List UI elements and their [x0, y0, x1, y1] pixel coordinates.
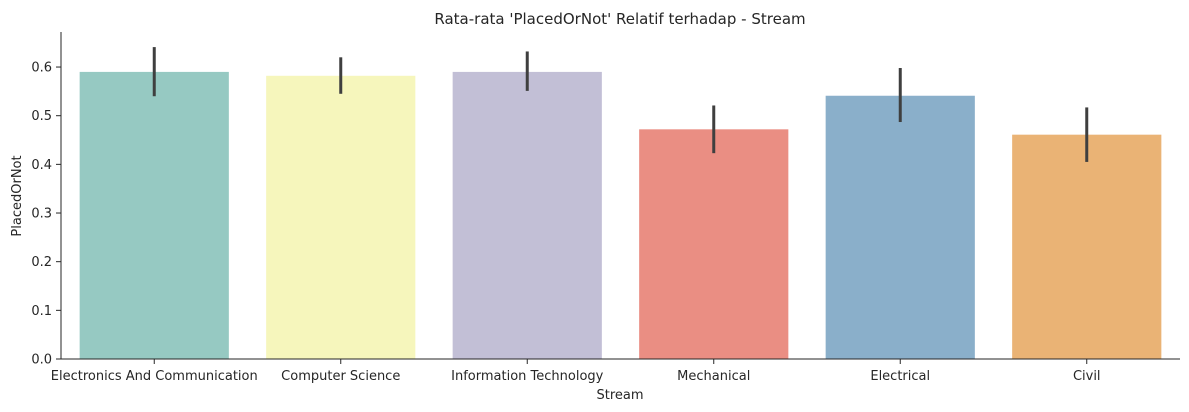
- x-axis-label: Stream: [596, 388, 643, 403]
- y-tick-label-0: 0.0: [31, 353, 52, 368]
- bar-4: [825, 95, 975, 359]
- y-tick-label-2: 0.2: [31, 255, 52, 270]
- y-axis-label: PlacedOrNot: [10, 155, 25, 236]
- error-bars-group: [152, 47, 1089, 162]
- y-tick-label-3: 0.3: [31, 207, 52, 222]
- bar-3: [639, 129, 789, 359]
- y-tick-label-4: 0.4: [31, 158, 52, 173]
- x-tick-label-5: Civil: [1073, 369, 1101, 384]
- x-tick-label-1: Computer Science: [281, 369, 400, 384]
- x-tick-label-0: Electronics And Communication: [51, 369, 258, 384]
- y-tick-label-6: 0.6: [31, 61, 52, 76]
- y-tick-label-5: 0.5: [31, 109, 52, 124]
- bar-2: [452, 71, 602, 359]
- bar-0: [79, 71, 229, 359]
- x-tick-label-2: Information Technology: [451, 369, 604, 384]
- y-tick-label-1: 0.1: [31, 304, 52, 319]
- bars-group: [79, 71, 1162, 359]
- x-axis: Electronics And Communication Computer Sc…: [51, 358, 1180, 384]
- x-tick-label-3: Mechanical: [677, 369, 750, 384]
- bar-5: [1012, 134, 1162, 359]
- x-tick-label-4: Electrical: [870, 369, 930, 384]
- bar-1: [266, 75, 416, 359]
- chart-title: Rata-rata 'PlacedOrNot' Relatif terhadap…: [434, 10, 805, 28]
- y-axis: 0.0 0.1 0.2 0.3 0.4 0.5 0.6: [31, 32, 62, 368]
